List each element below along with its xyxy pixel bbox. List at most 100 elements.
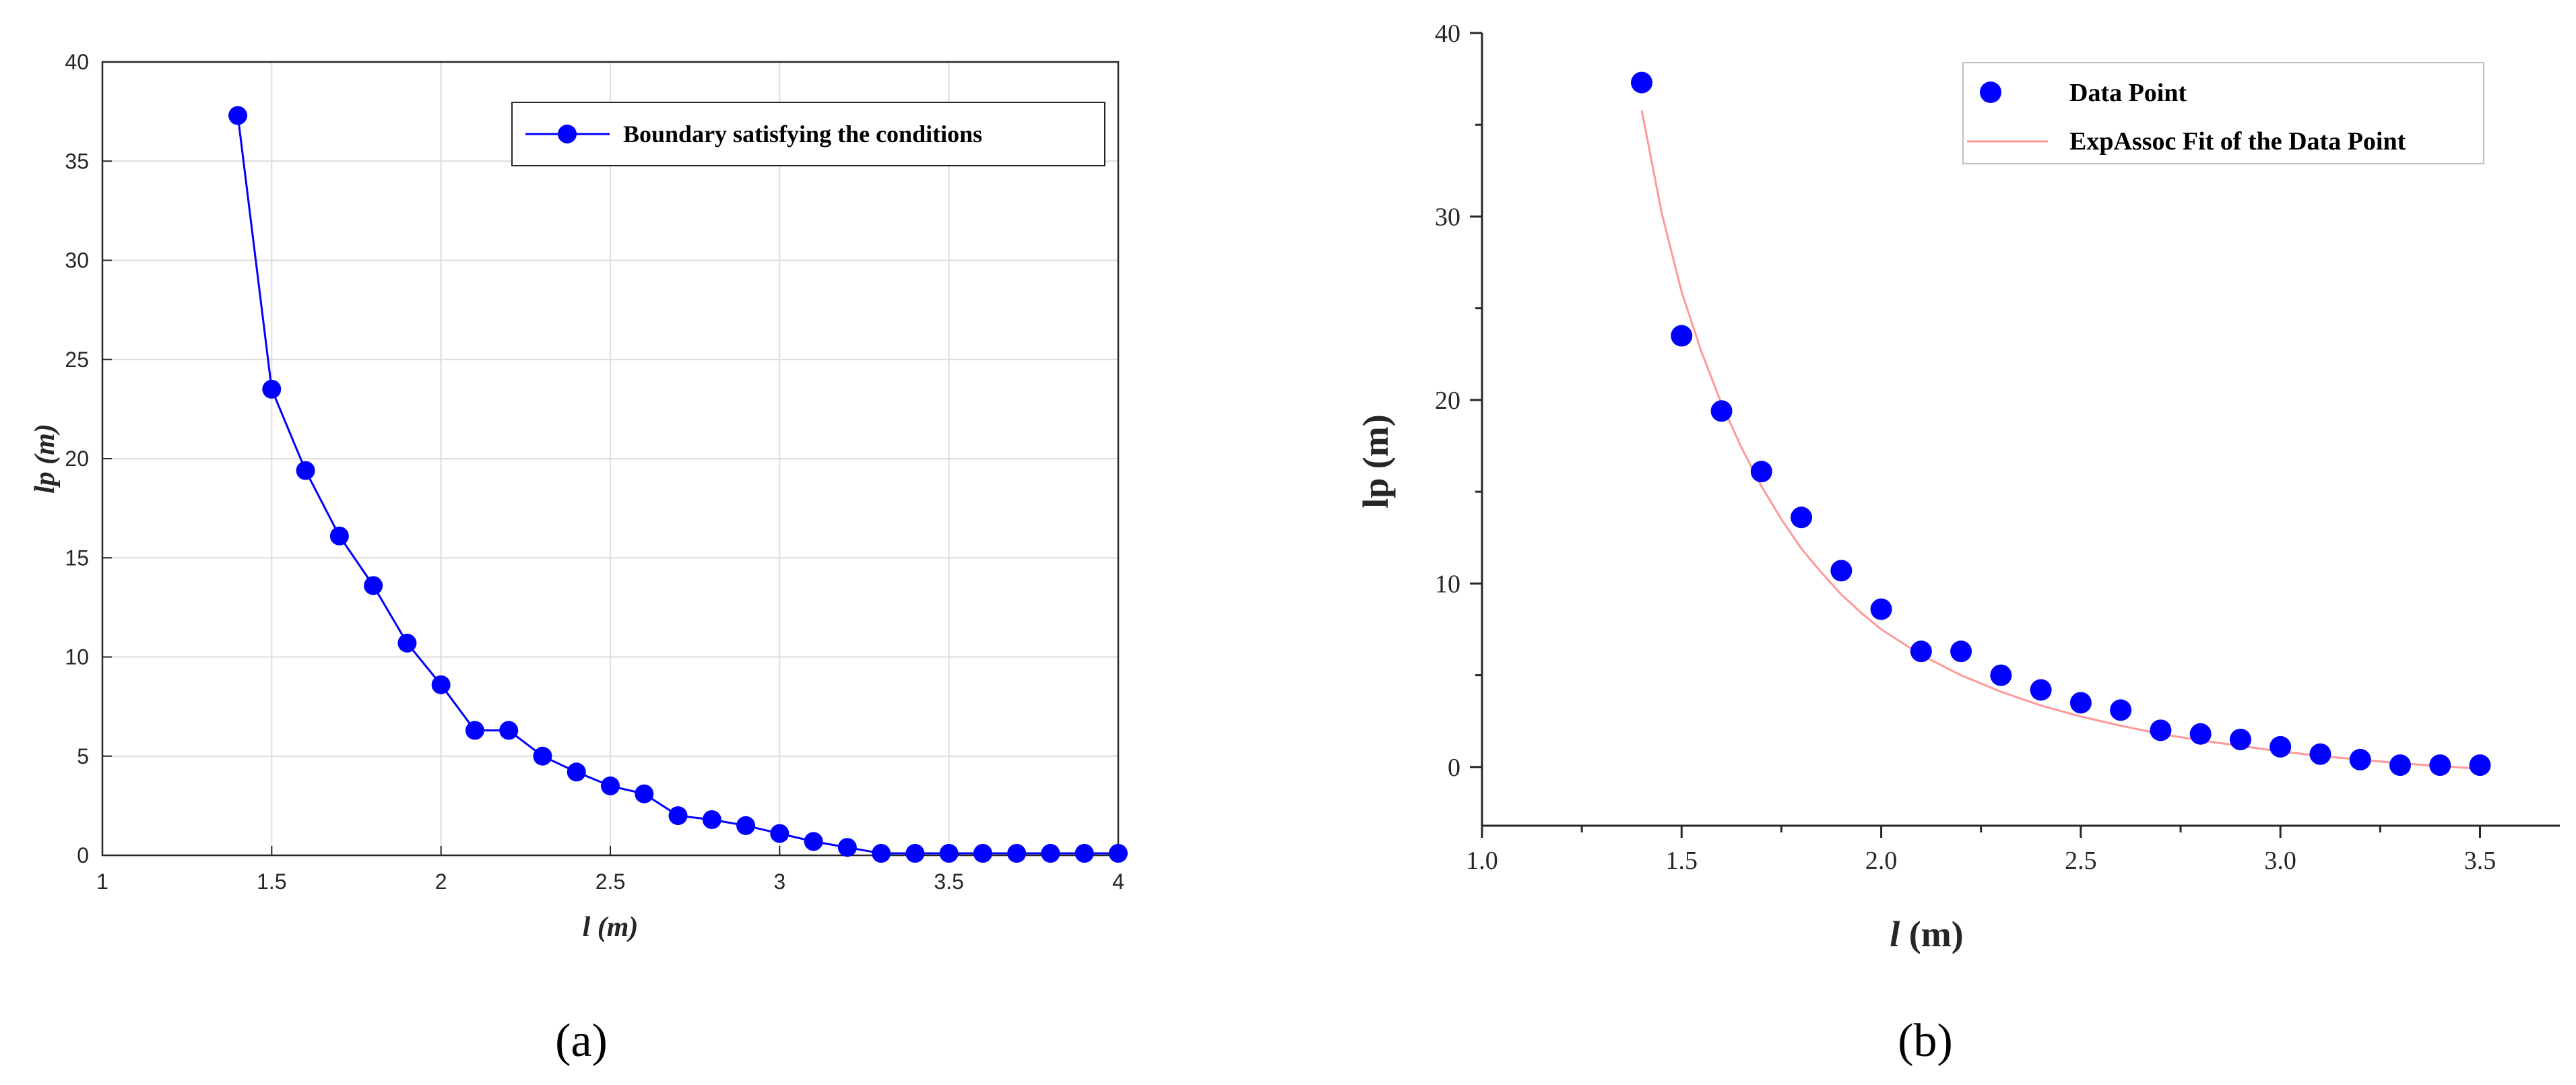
chart-a-x-tick-label: 2 (435, 869, 447, 894)
chart-a-data-point (736, 816, 756, 835)
chart-b-panel-label: (b) (1898, 1015, 1953, 1067)
chart-b-x-tick-label: 1.0 (1466, 847, 1498, 875)
chart-b-y-axis-label: lp (m) (1355, 414, 1396, 508)
chart-b-x-axis-symbol: l (1890, 914, 1900, 954)
chart-a-legend-marker (558, 125, 577, 143)
chart-b-data-point (1671, 325, 1693, 347)
chart-b-legend-label-data: Data Point (2069, 79, 2187, 107)
chart-a-data-point (397, 633, 417, 653)
chart-b-data-point (2069, 692, 2092, 714)
chart-b-data-point (2110, 699, 2132, 721)
chart-a-data-point (770, 824, 790, 843)
chart-a-data-point (364, 576, 383, 595)
chart-a-data-point (804, 832, 823, 851)
chart-a-y-tick-label: 30 (65, 249, 89, 273)
chart-b-data-point (1990, 664, 2012, 686)
chart-a-x-tick-label: 4 (1112, 869, 1124, 894)
chart-a-panel-label: (a) (555, 1015, 608, 1067)
chart-a-data-point (905, 844, 925, 863)
chart-b-x-tick-label: 2.0 (1865, 847, 1898, 875)
chart-a-data-point (939, 844, 959, 863)
chart-b-legend-marker (1980, 81, 2001, 103)
chart-b-y-tick-label: 20 (1435, 387, 1460, 415)
chart-a-data-point (635, 784, 654, 803)
chart-a-grid (102, 61, 1119, 856)
chart-a-series (228, 106, 1128, 863)
chart-a-data-point (499, 721, 519, 740)
chart-a-data-point (1109, 844, 1128, 863)
chart-a-x-tick-label: 1.5 (257, 869, 286, 894)
chart-b-data-point (1710, 400, 1733, 422)
chart-b-y-tick-label: 10 (1435, 570, 1460, 598)
chart-a-y-tick-label: 20 (65, 447, 89, 471)
chart-b-axes (1481, 33, 2560, 827)
chart-b-x-axis-unit: (m) (1900, 914, 1963, 954)
chart-a-legend-label: Boundary satisfying the conditions (623, 121, 982, 147)
chart-b-legend: Data Point ExpAssoc Fit of the Data Poin… (1962, 62, 2484, 164)
chart-a-data-point (465, 721, 484, 740)
chart-b-data-point (1910, 640, 1932, 663)
chart-a-y-tick-label: 10 (65, 645, 89, 669)
chart-a-y-tick-label: 35 (65, 149, 89, 173)
chart-a-data-point (329, 526, 349, 546)
chart-b-data-point (1750, 461, 1772, 483)
chart-a-data-point (228, 106, 248, 125)
chart-a-y-tick-label: 0 (77, 843, 89, 867)
chart-a-data-point (601, 776, 620, 795)
chart-b-data-point (1830, 560, 1853, 582)
chart-b-data-point (2429, 754, 2451, 777)
chart-b-data-point (1950, 640, 1972, 663)
chart-a-data-point (567, 762, 586, 782)
chart-a-x-axis-label: l (m) (583, 912, 639, 943)
chart-b-x-tick-label: 1.5 (1666, 847, 1698, 875)
chart-a-data-point (296, 461, 315, 480)
chart-a-data-point (1007, 844, 1027, 863)
chart-b-x-tick-label: 3.5 (2464, 847, 2497, 875)
chart-b-data-point (2269, 735, 2292, 758)
chart-a-x-tick-label: 1 (96, 869, 108, 894)
chart-a-x-tick-label: 2.5 (595, 869, 625, 894)
chart-b-x-tick-label: 2.5 (2065, 847, 2097, 875)
chart-b-fit-line (1640, 110, 2480, 770)
chart-a-legend-box (511, 102, 1105, 166)
chart-a-data-point (872, 844, 891, 863)
chart-a-y-tick-label: 15 (65, 546, 89, 570)
chart-b-data-point (1631, 71, 1653, 94)
chart-b-legend-box (1962, 62, 2484, 164)
chart-a-x-tick-label: 3.5 (934, 869, 963, 894)
chart-b-ticks: 1.0 1.5 2.0 2.5 3.0 3.5 0 10 20 30 40 (1435, 20, 2496, 875)
chart-a-data-point (837, 838, 857, 857)
chart-b-data-point (2309, 743, 2331, 765)
chart-a-y-tick-label: 5 (77, 744, 89, 768)
chart-b-x-axis-label: l (m) (1890, 914, 1963, 954)
chart-a-data-point (1041, 844, 1060, 863)
chart-a-data-point (431, 675, 451, 694)
chart-b-data-point (2150, 719, 2172, 742)
chart-a-y-tick-label: 40 (65, 50, 89, 74)
chart-b-y-tick-label: 0 (1448, 754, 1460, 782)
chart-b-data-points (1631, 71, 2491, 777)
chart-b-data-point (2349, 748, 2371, 770)
chart-b-legend-label-fit: ExpAssoc Fit of the Data Point (2069, 127, 2406, 156)
chart-a-legend: Boundary satisfying the conditions (511, 102, 1105, 166)
chart-b-y-tick-label: 30 (1435, 203, 1460, 231)
chart-b-fit-curve (1640, 110, 2480, 770)
chart-a-data-point (973, 844, 992, 863)
chart-b-y-tick-label: 40 (1435, 20, 1460, 48)
chart-a-data-point (702, 810, 721, 829)
chart-b-data-point (2389, 754, 2411, 777)
chart-a-y-tick-label: 25 (65, 348, 89, 372)
chart-b-data-point (1791, 506, 1813, 529)
chart-a-data-point (533, 746, 552, 766)
chart-b-data-point (2469, 754, 2491, 777)
chart-a-x-tick-label: 3 (773, 869, 785, 894)
chart-a-data-point (668, 806, 688, 826)
chart-a-data-point (262, 379, 282, 399)
chart-a-y-axis-label: lp (m) (30, 424, 61, 494)
chart-a-series-line (236, 115, 1118, 855)
chart-a-data-point (1074, 844, 1094, 863)
chart-b-data-point (1870, 598, 1892, 620)
chart-b-data-point (2189, 723, 2212, 745)
